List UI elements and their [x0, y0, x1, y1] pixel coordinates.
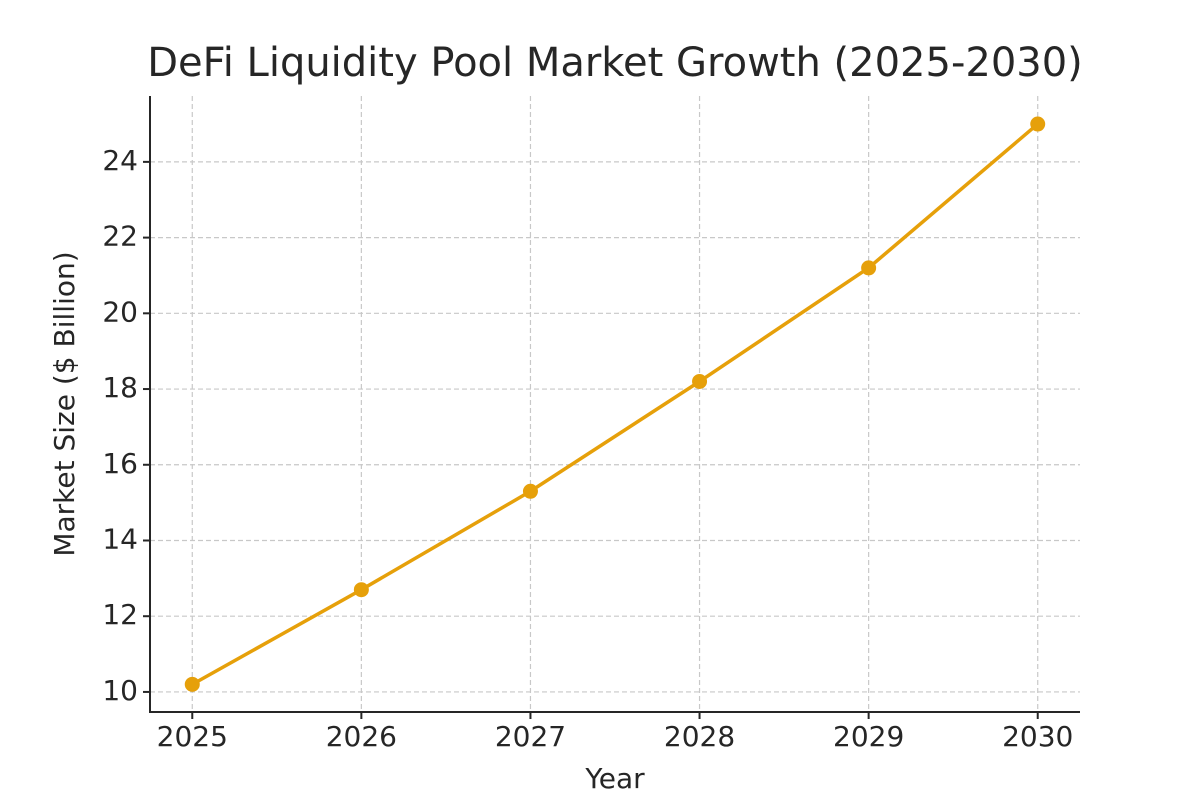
- point: [692, 373, 708, 389]
- x-tick-label: 2028: [664, 720, 735, 753]
- y-tick-label: 14: [102, 522, 138, 555]
- line: [191, 122, 1039, 686]
- x-axis-label: Year: [584, 762, 645, 795]
- y-tick-label: 22: [102, 220, 138, 253]
- point: [861, 260, 877, 276]
- point: [522, 483, 538, 499]
- y-axis-label: Market Size ($ Billion): [48, 251, 81, 556]
- y-tick-label: 20: [102, 295, 138, 328]
- x-tick-label: 2030: [1002, 720, 1073, 753]
- y-tick-label: 24: [102, 144, 138, 177]
- point: [184, 676, 200, 692]
- x-tick-label: 2025: [157, 720, 228, 753]
- point: [1030, 116, 1046, 132]
- point: [353, 582, 369, 598]
- x-tick-label: 2029: [833, 720, 904, 753]
- x-tick-label: 2027: [495, 720, 566, 753]
- y-tick-label: 16: [102, 447, 138, 480]
- chart-title: DeFi Liquidity Pool Market Growth (2025-…: [147, 40, 1083, 86]
- x-tick-label: 2026: [326, 720, 397, 753]
- y-tick-label: 18: [102, 371, 138, 404]
- y-tick-label: 10: [102, 674, 138, 707]
- y-tick-label: 12: [102, 598, 138, 631]
